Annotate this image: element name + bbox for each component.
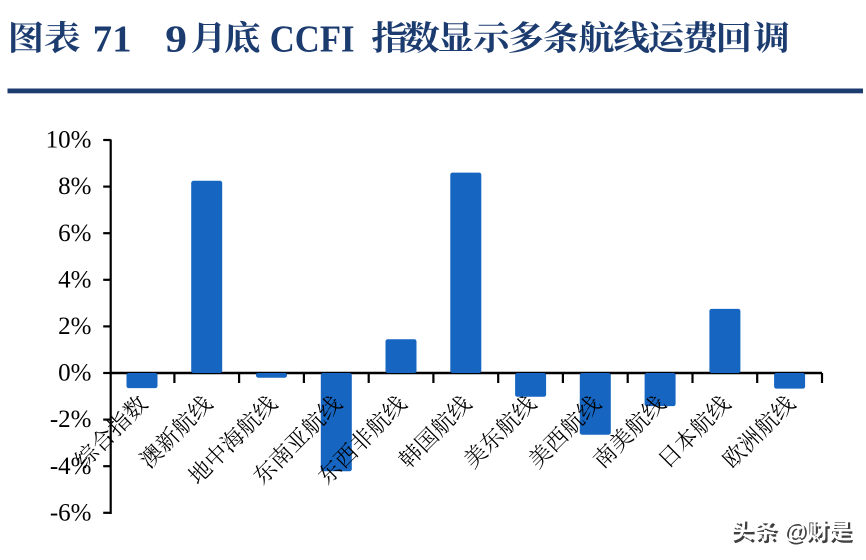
svg-text:-6%: -6%	[50, 499, 92, 526]
svg-text:@: @	[784, 518, 806, 544]
svg-text:8%: 8%	[58, 173, 91, 200]
svg-text:9: 9	[165, 17, 187, 60]
svg-text:71: 71	[93, 19, 132, 61]
svg-text:4%: 4%	[58, 266, 91, 293]
svg-text:-2%: -2%	[50, 406, 92, 433]
svg-text:6%: 6%	[58, 220, 91, 247]
svg-text:CCFI: CCFI	[270, 17, 355, 60]
svg-text:0%: 0%	[58, 360, 91, 387]
svg-text:-4%: -4%	[50, 453, 92, 480]
svg-text:@: @	[786, 520, 808, 546]
svg-text:10%: 10%	[46, 127, 92, 154]
svg-text:2%: 2%	[58, 313, 91, 340]
